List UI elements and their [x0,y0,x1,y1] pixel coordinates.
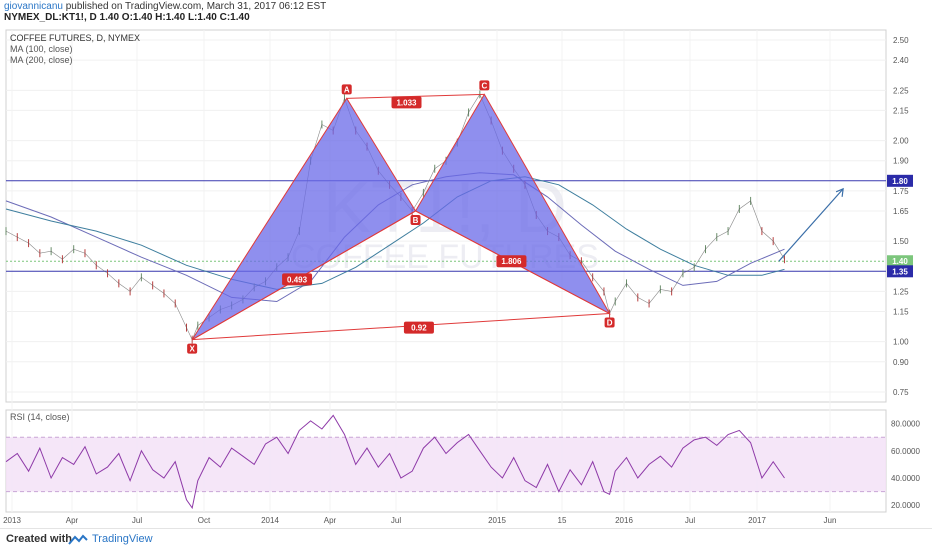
ratio-label: 0.493 [287,275,308,284]
time-tick-label: Jul [391,516,401,525]
chart-title: COFFEE FUTURES, D, NYMEX [10,33,140,43]
legend-ma100: MA (100, close) [10,44,73,54]
arrow-shaft [778,188,844,262]
price-label-box [887,255,913,268]
pattern-point-label: D [607,319,613,328]
ohlc-readout: NYMEX_DL:KT1!, D 1.40 O:1.40 H:1.40 L:1.… [4,12,250,23]
xd-line [192,313,610,341]
price-label: 1.80 [892,177,908,186]
time-tick-label: Jul [132,516,142,525]
legend-ma200: MA (200, close) [10,55,73,65]
price-label-box [887,265,913,278]
ratio-box [496,255,527,268]
price-tick-label: 1.90 [893,157,909,166]
pattern-point-box [187,343,198,354]
footer: Created with TradingView [0,528,932,551]
time-tick-label: 2015 [488,516,506,525]
pattern-point-label: A [344,85,350,94]
time-tick-label: 2013 [3,516,21,525]
published-text: published on TradingView.com, March 31, … [62,1,327,12]
price-tick-label: 2.00 [893,137,909,146]
time-tick-label: 2017 [748,516,766,525]
time-axis: 2013 Apr Jul Oct 2014 Apr Jul 2015 15 2016 Jul 2017… [3,516,836,525]
price-tick-label: 1.25 [893,287,909,296]
price-axis: 0.75 0.90 1.00 1.15 1.25 1.35 1.50 1.65 1.75 1.90… [887,36,913,397]
price-tick-label: 1.15 [893,308,909,317]
pattern-point-box [479,80,490,91]
price-label-box [887,174,913,187]
ac-line [346,93,485,99]
harmonic-pattern: X A B C D 0.493 1.033 1.806 0.92 [187,80,615,354]
footer-created-text: Created with [6,533,73,545]
time-tick-label: Jun [824,516,837,525]
pattern-point-box [604,317,615,328]
time-tick-label: Oct [198,516,211,525]
ratio-label: 0.92 [411,324,427,333]
price-label: 1.40 [892,257,908,266]
rsi-panel: 20.0000 40.0000 60.0000 80.0000 [5,414,920,510]
ratio-label: 1.806 [501,257,522,266]
time-tick-label: 2016 [615,516,633,525]
price-tick-label: 1.75 [893,187,909,196]
rsi-band [6,437,886,492]
rsi-tick-label: 80.0000 [891,420,920,429]
price-tick-label: 2.25 [893,86,909,95]
publisher-username[interactable]: giovannicanu [4,1,63,12]
time-tick-label: Apr [66,516,79,525]
time-tick-label: 15 [558,516,567,525]
time-tick-label: Apr [324,516,337,525]
price-tick-label: 0.90 [893,358,909,367]
ratio-box [403,321,434,334]
ratio-box [391,96,422,109]
pattern-point-box [341,84,352,95]
price-tick-label: 1.50 [893,237,909,246]
publish-header: giovannicanu published on TradingView.co… [0,0,932,24]
rsi-line [5,414,785,510]
arrow-head [835,187,844,197]
legend: COFFEE FUTURES, D, NYMEX MA (100, close)… [10,33,140,422]
time-tick-label: 2014 [261,516,279,525]
price-label: 1.35 [892,267,908,276]
rsi-tick-label: 20.0000 [891,501,920,510]
tradingview-logo-icon [68,534,88,545]
ratio-box [282,273,313,286]
projection-arrow [778,187,844,262]
price-tick-label: 1.65 [893,207,909,216]
time-tick-label: Jul [685,516,695,525]
price-tick-label: 2.50 [893,36,909,45]
price-tick-label: 0.75 [893,388,909,397]
rsi-tick-label: 60.0000 [891,447,920,456]
ratio-label: 1.033 [396,98,417,107]
pattern-point-box [410,214,421,225]
price-tick-label: 1.00 [893,338,909,347]
pattern-point-label: C [481,81,487,90]
pattern-point-label: X [189,345,195,354]
publish-info: giovannicanu published on TradingView.co… [4,1,326,12]
footer-brand[interactable]: TradingView [92,533,153,545]
pattern-point-label: B [413,216,419,225]
price-tick-label: 2.40 [893,56,909,65]
rsi-tick-label: 40.0000 [891,474,920,483]
price-tick-label: 2.15 [893,106,909,115]
rsi-title: RSI (14, close) [10,412,70,422]
